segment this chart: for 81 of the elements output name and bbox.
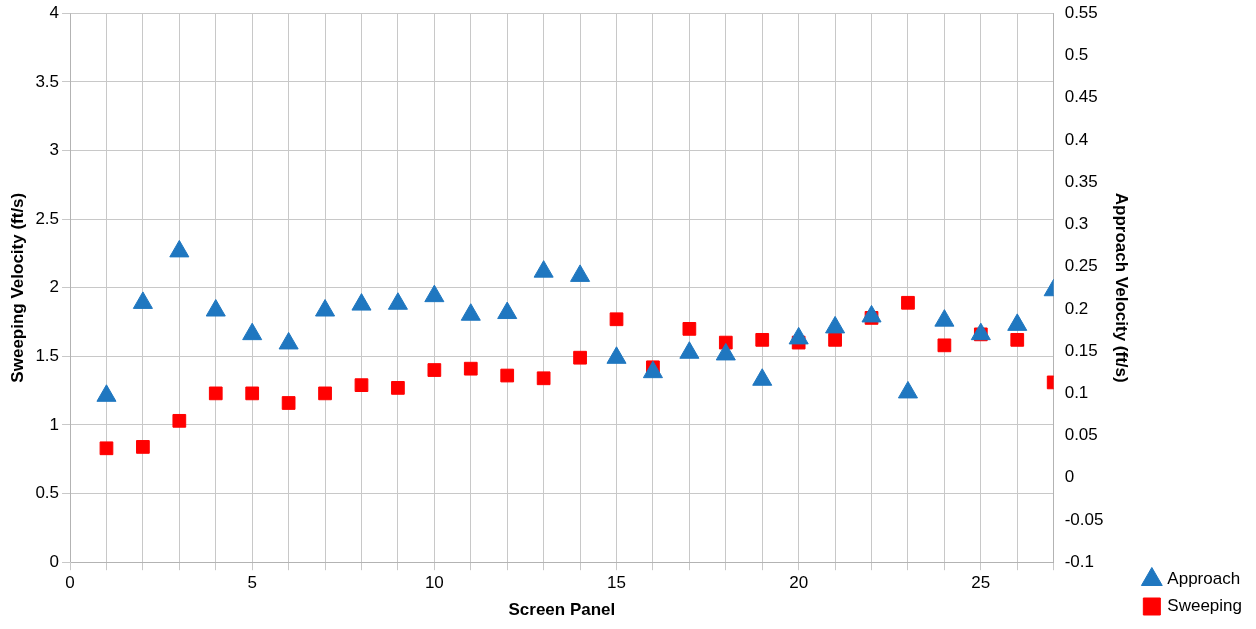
y2-tick-label: 0.55 xyxy=(1064,2,1098,22)
point xyxy=(132,291,153,309)
y2-axis-title: Approach Velocity (ft/s) xyxy=(1111,192,1131,383)
point xyxy=(573,350,587,365)
y-tick-label: 0.5 xyxy=(35,483,60,503)
point xyxy=(500,368,515,383)
point xyxy=(315,299,336,317)
y-axis-title: Sweeping Velocity (ft/s) xyxy=(7,192,27,383)
point xyxy=(136,440,150,454)
point xyxy=(387,292,408,310)
y2-tick-label: 0.4 xyxy=(1064,129,1089,149)
point xyxy=(169,239,190,258)
point xyxy=(245,386,260,401)
y2-tick-label: 0.25 xyxy=(1064,256,1098,276)
point xyxy=(460,303,481,321)
point xyxy=(99,441,114,456)
point xyxy=(351,293,372,311)
y-tick-label: 4 xyxy=(49,2,60,22)
y-tick-label: 1.5 xyxy=(35,346,60,366)
point xyxy=(970,322,991,341)
point xyxy=(318,386,332,401)
point xyxy=(1007,313,1028,331)
point xyxy=(937,338,952,353)
x-tick-label: 15 xyxy=(607,573,626,593)
y2-tick-label: 0 xyxy=(1064,467,1075,487)
point xyxy=(463,361,478,376)
point xyxy=(825,315,846,334)
x-tick-label: 0 xyxy=(65,573,75,593)
point xyxy=(570,264,591,282)
legend-label: Sweeping xyxy=(1167,596,1243,616)
y-tick-label: 0 xyxy=(49,551,60,571)
point xyxy=(497,301,518,320)
y2-tick-label: 0.35 xyxy=(1064,171,1098,191)
y-tick-label: 2.5 xyxy=(35,208,60,228)
x-tick-label: 25 xyxy=(971,573,991,593)
y2-tick-label: -0.05 xyxy=(1064,509,1104,529)
point xyxy=(427,363,442,377)
point xyxy=(788,326,809,345)
y-tick-label: 3.5 xyxy=(35,71,60,91)
y2-tick-label: 0.15 xyxy=(1064,340,1098,360)
point xyxy=(752,368,773,386)
point xyxy=(1010,332,1025,347)
point xyxy=(642,360,663,379)
point xyxy=(861,304,882,323)
x-tick-label: 5 xyxy=(247,573,257,593)
point xyxy=(172,413,187,428)
x-tick-label: 20 xyxy=(789,573,809,593)
y-tick-label: 3 xyxy=(49,140,60,160)
point xyxy=(897,380,918,399)
x-tick-label: 10 xyxy=(424,573,444,593)
point xyxy=(536,371,551,386)
point xyxy=(901,295,915,310)
point xyxy=(281,396,296,410)
point xyxy=(208,386,223,401)
point xyxy=(679,341,700,359)
y-tick-label: 2 xyxy=(49,277,60,297)
y2-tick-label: 0.3 xyxy=(1064,214,1089,234)
point xyxy=(755,332,770,347)
y2-tick-label: 0.45 xyxy=(1064,87,1098,107)
legend-label: Approach xyxy=(1167,569,1241,589)
x-axis-title: Screen Panel xyxy=(508,600,616,620)
y2-tick-label: 0.5 xyxy=(1064,45,1089,65)
point xyxy=(242,322,263,341)
y2-tick-label: 0.2 xyxy=(1064,298,1089,318)
point xyxy=(715,342,736,361)
point xyxy=(424,284,445,303)
y2-tick-label: 0.05 xyxy=(1064,425,1098,445)
point xyxy=(606,346,627,364)
point xyxy=(682,322,697,336)
point xyxy=(934,309,955,327)
point xyxy=(828,332,842,347)
y2-tick-label: 0.1 xyxy=(1064,382,1089,402)
point xyxy=(533,260,554,278)
point xyxy=(354,378,369,393)
point xyxy=(609,312,624,327)
y-tick-label: 1 xyxy=(49,414,60,434)
point xyxy=(205,299,226,317)
y2-tick-label: -0.1 xyxy=(1064,551,1094,571)
point xyxy=(391,381,405,395)
point xyxy=(96,384,117,402)
point xyxy=(278,331,299,350)
